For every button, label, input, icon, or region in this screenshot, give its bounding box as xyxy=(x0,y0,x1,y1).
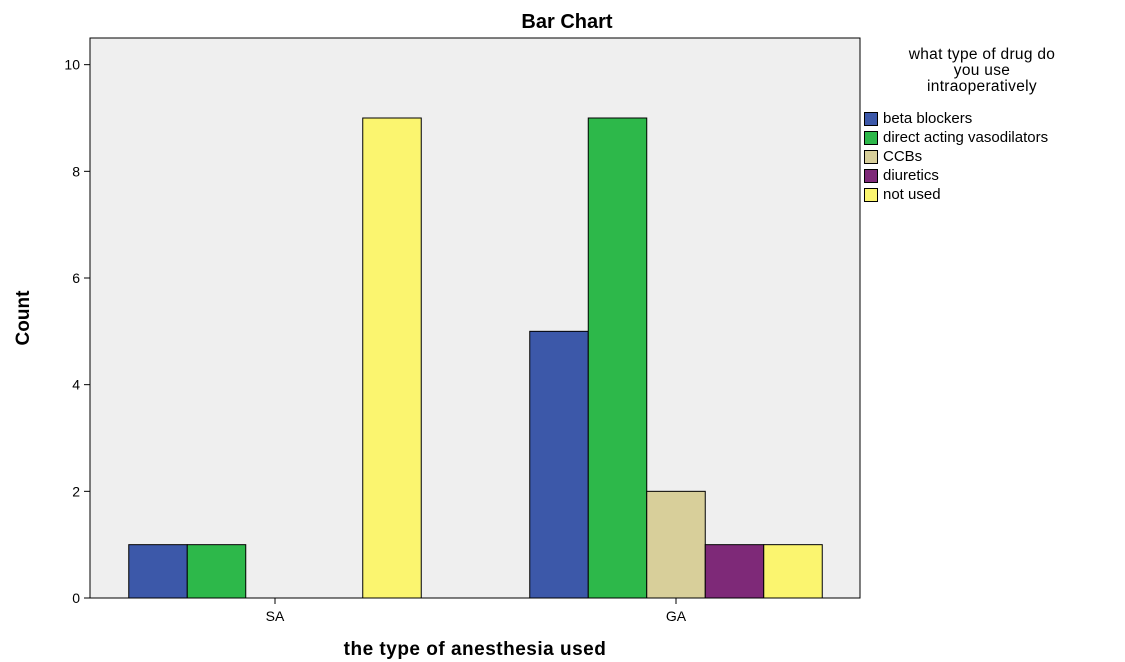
y-tick-label: 4 xyxy=(72,377,80,393)
chart-title: Bar Chart xyxy=(521,11,612,33)
bar-direct-acting-vasodilators-ga xyxy=(587,117,648,599)
y-tick-label: 10 xyxy=(64,57,80,73)
bar-ccbs-ga xyxy=(646,490,706,599)
legend-swatch xyxy=(864,130,878,145)
x-tick-label: SA xyxy=(266,608,285,624)
legend-title-line: intraoperatively xyxy=(927,78,1037,95)
legend-swatch xyxy=(864,187,878,202)
y-tick-label: 6 xyxy=(72,270,80,286)
legend-item: diuretics xyxy=(862,166,1122,185)
legend-label: direct acting vasodilators xyxy=(883,129,1049,146)
y-tick-label: 8 xyxy=(72,163,80,179)
y-tick-label: 2 xyxy=(72,483,80,499)
legend-label: beta blockers xyxy=(883,110,973,127)
y-tick-label: 0 xyxy=(72,590,80,606)
plot-area xyxy=(89,37,861,599)
legend-title-line: what type of drug do xyxy=(908,46,1056,63)
bar-beta-blockers-sa xyxy=(128,544,188,599)
y-axis-label: Count xyxy=(13,290,34,346)
bar-direct-acting-vasodilators-sa xyxy=(186,544,247,599)
legend-label: diuretics xyxy=(883,167,939,184)
bar-not-used-sa xyxy=(362,117,422,599)
legend-item: direct acting vasodilators xyxy=(862,128,1122,147)
legend-item: CCBs xyxy=(862,147,1122,166)
legend-items: beta blockers direct acting vasodilators C… xyxy=(862,109,1122,204)
bar-not-used-ga xyxy=(763,544,823,599)
legend-item: not used xyxy=(862,185,1122,204)
legend-swatch xyxy=(864,168,878,183)
legend-title: what type of drug do you use intraoperat… xyxy=(862,47,1122,95)
bar-diuretics-ga xyxy=(704,544,765,599)
legend-item: beta blockers xyxy=(862,109,1122,128)
x-axis-label: the type of anesthesia used xyxy=(344,639,607,660)
legend-label: not used xyxy=(883,186,941,203)
legend-swatch xyxy=(864,111,878,126)
legend: what type of drug do you use intraoperat… xyxy=(862,47,1122,204)
legend-label: CCBs xyxy=(883,148,923,165)
bar-beta-blockers-ga xyxy=(529,330,589,599)
legend-title-line: you use xyxy=(953,62,1011,79)
legend-swatch xyxy=(864,149,878,164)
x-tick-label: GA xyxy=(666,608,687,624)
